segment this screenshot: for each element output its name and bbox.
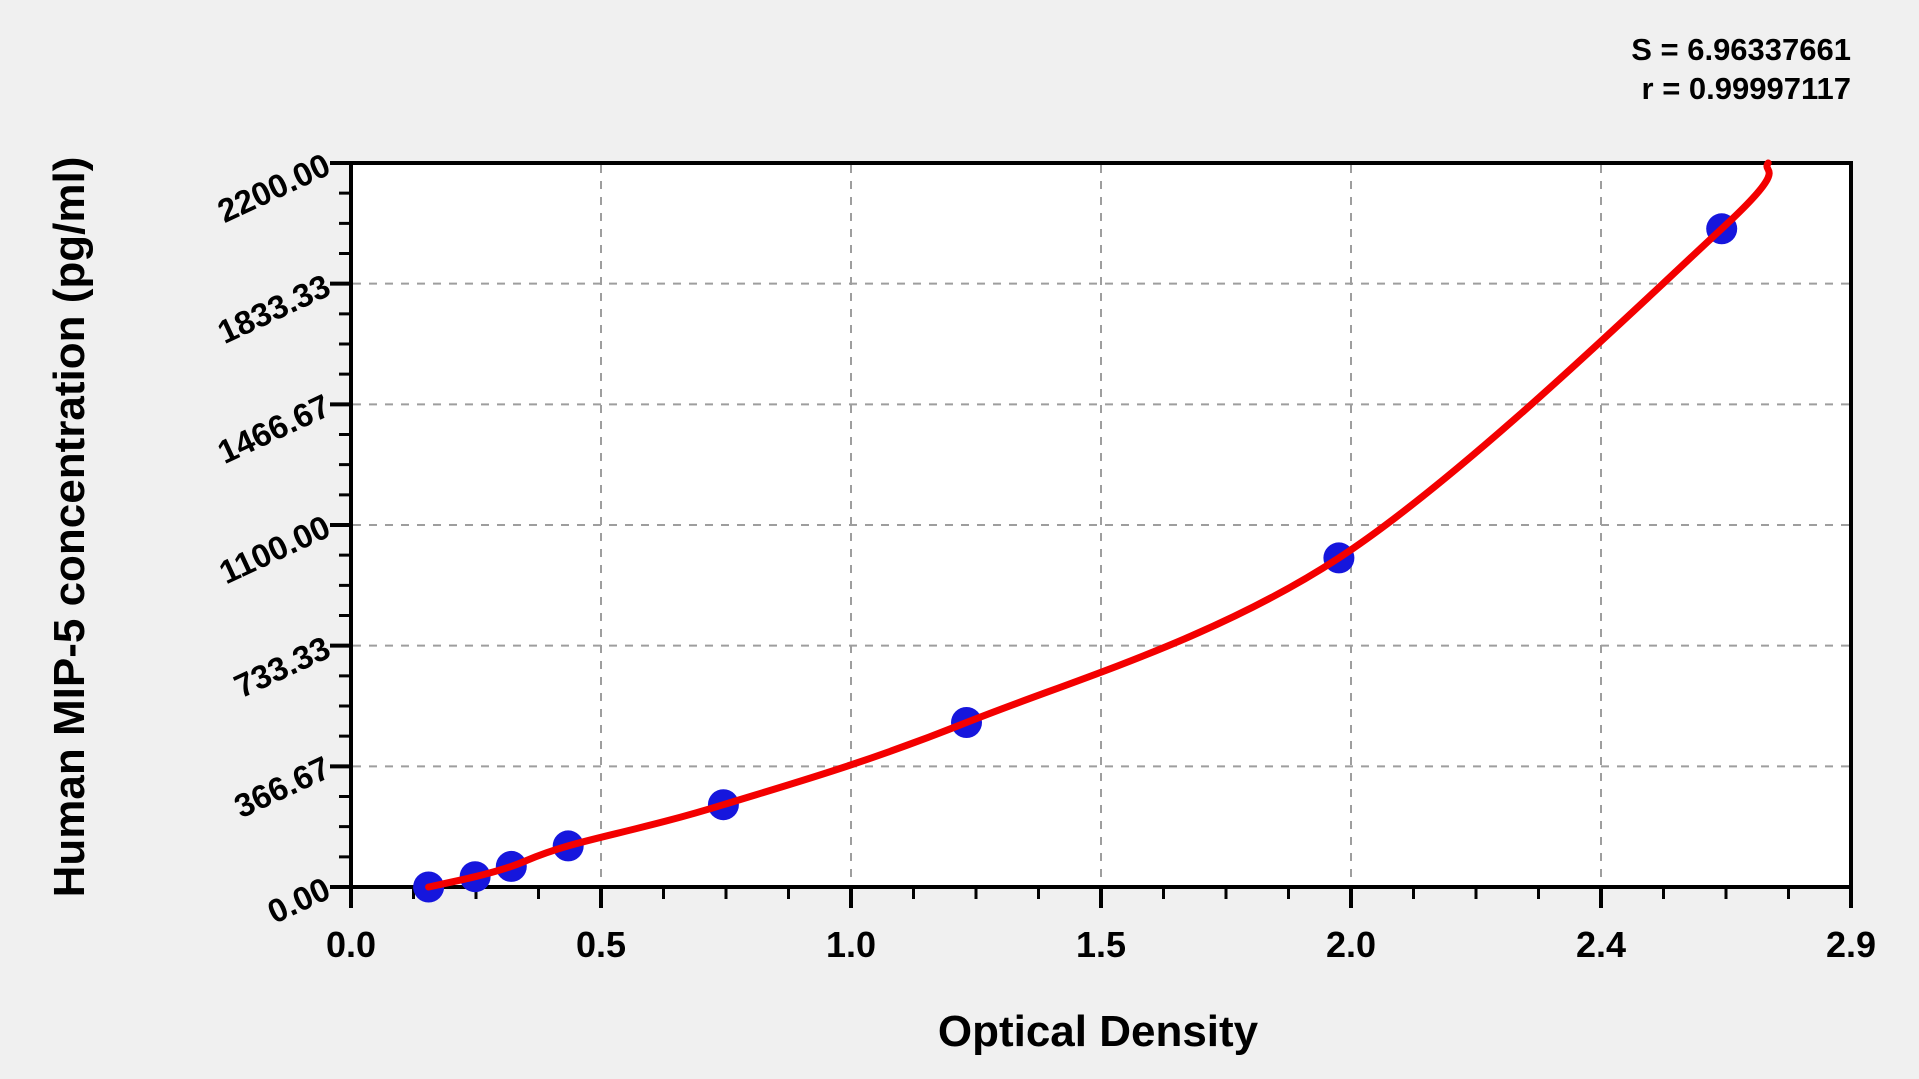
x-tick-label: 1.5 [1075, 924, 1127, 965]
x-tick-label: 2.9 [1825, 924, 1877, 965]
x-tick-label: 0.0 [325, 924, 377, 965]
x-minor-ticks [412, 887, 1790, 899]
x-tick-label: 2.4 [1575, 924, 1627, 965]
fit-curve [425, 159, 1773, 891]
x-tick-label: 0.5 [575, 924, 627, 965]
x-tick-label: 1.0 [825, 924, 877, 965]
y-major-ticks [330, 161, 351, 889]
fit-s-value: S = 6.96337661 [1631, 32, 1851, 67]
x-tick-label: 2.0 [1325, 924, 1377, 965]
x-major-ticks [349, 887, 1853, 908]
fit-r-value: r = 0.99997117 [1641, 71, 1851, 106]
y-minor-ticks [339, 191, 351, 859]
fit-statistics: S = 6.96337661 r = 0.99997117 [1631, 30, 1851, 108]
x-axis-title: Optical Density [937, 1007, 1259, 1056]
plot-border [349, 161, 1853, 889]
